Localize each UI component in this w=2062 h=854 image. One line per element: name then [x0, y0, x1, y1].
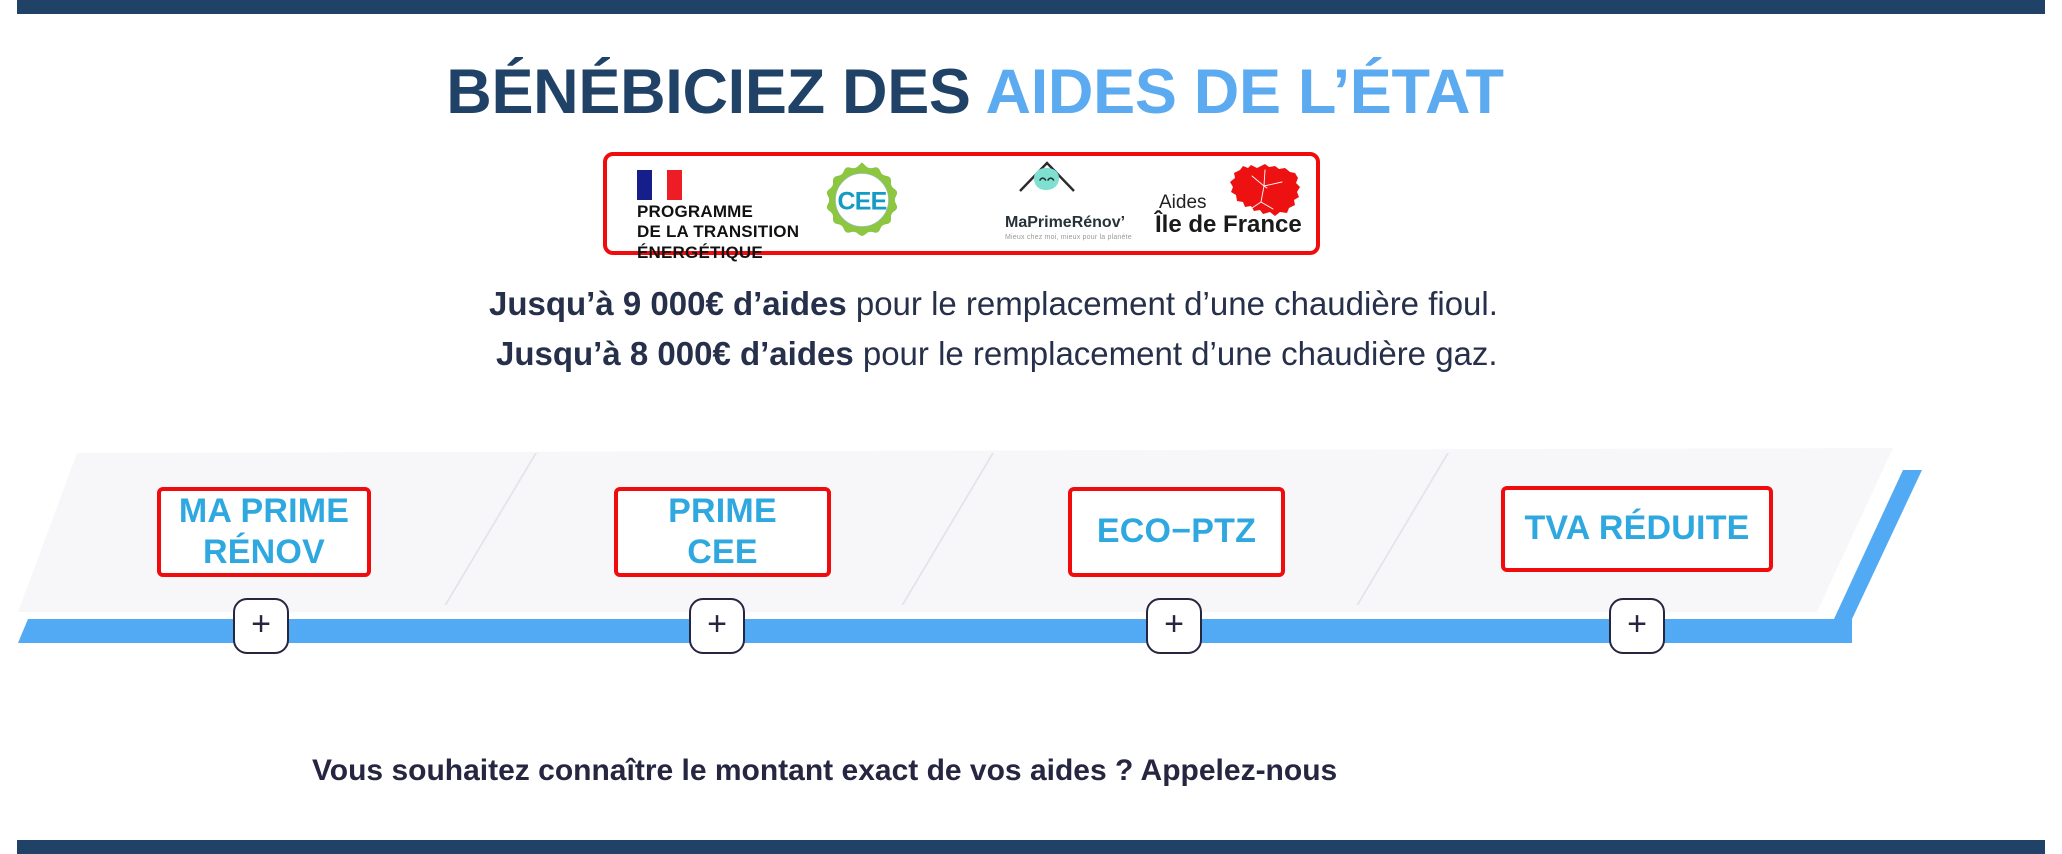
- svg-text:CEE: CEE: [838, 187, 887, 215]
